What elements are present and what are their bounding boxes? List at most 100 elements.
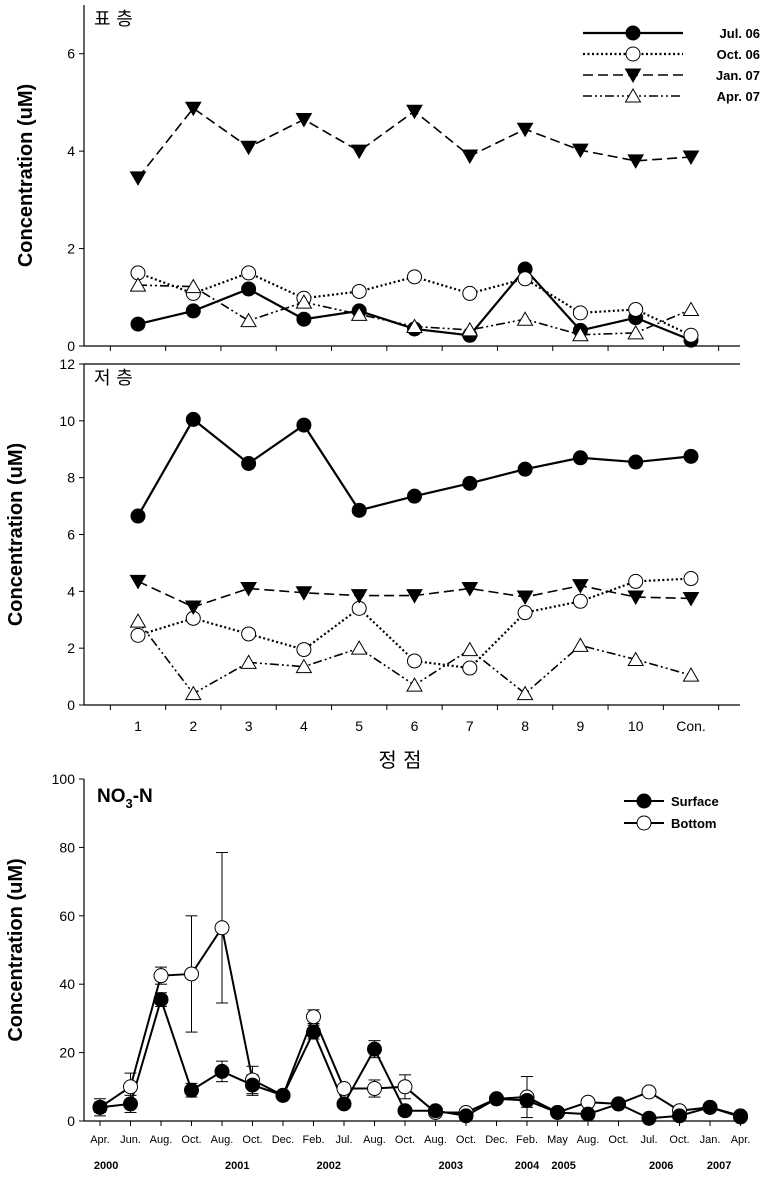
panel-title-main: NO bbox=[97, 786, 126, 807]
legend-marker bbox=[636, 793, 652, 809]
data-point bbox=[240, 654, 257, 669]
data-point bbox=[296, 417, 312, 433]
data-point bbox=[572, 143, 589, 159]
data-point bbox=[92, 1099, 108, 1115]
data-point bbox=[336, 1081, 352, 1097]
data-point bbox=[682, 667, 700, 682]
x-tick-label: Oct. bbox=[608, 1134, 628, 1146]
data-point bbox=[516, 685, 534, 701]
x-tick-label: Oct. bbox=[669, 1134, 689, 1146]
data-point bbox=[184, 966, 199, 982]
data-point bbox=[184, 1082, 199, 1098]
x-tick-label: Aug. bbox=[363, 1134, 386, 1146]
data-point bbox=[240, 312, 257, 328]
legend-marker bbox=[636, 815, 652, 831]
data-point bbox=[241, 626, 257, 642]
year-label: 2003 bbox=[439, 1160, 463, 1172]
y-axis-label: Concentration (uM) bbox=[5, 858, 27, 1041]
data-point bbox=[241, 455, 257, 471]
x-tick-label: Jul. bbox=[640, 1134, 657, 1146]
data-point bbox=[461, 321, 479, 337]
data-point bbox=[516, 122, 534, 138]
data-point bbox=[461, 641, 479, 657]
year-label: 2001 bbox=[225, 1160, 249, 1172]
data-point bbox=[406, 104, 423, 120]
data-point bbox=[611, 1096, 626, 1112]
x-tick-label: Jan. bbox=[700, 1134, 721, 1146]
data-point bbox=[367, 1081, 382, 1097]
x-tick-label: Aug. bbox=[577, 1134, 600, 1146]
data-point bbox=[184, 278, 202, 294]
data-point bbox=[641, 1084, 657, 1100]
data-point bbox=[240, 581, 257, 597]
data-point bbox=[683, 571, 699, 587]
x-tick-label: 5 bbox=[355, 718, 363, 734]
x-tick-label: Oct. bbox=[395, 1134, 415, 1146]
y-tick-label: 20 bbox=[59, 1045, 75, 1061]
y-axis-label: Concentration (uM) bbox=[5, 443, 27, 626]
data-point bbox=[682, 150, 700, 165]
legend-marker bbox=[625, 46, 641, 62]
legend-label: Surface bbox=[671, 794, 719, 809]
year-label: 2000 bbox=[94, 1160, 118, 1172]
legend-label: Apr. 07 bbox=[717, 89, 760, 104]
data-point bbox=[462, 475, 478, 491]
x-tick-label: Oct. bbox=[456, 1134, 476, 1146]
data-point bbox=[185, 411, 201, 427]
data-point bbox=[572, 579, 589, 594]
data-point bbox=[306, 1009, 321, 1025]
data-point bbox=[129, 613, 147, 628]
data-point bbox=[214, 1063, 230, 1079]
legend-label: Oct. 06 bbox=[717, 47, 760, 62]
panel-title: 저 층 bbox=[94, 368, 133, 389]
y-tick-label: 0 bbox=[67, 1113, 75, 1129]
data-point bbox=[683, 448, 699, 464]
y-tick-label: 40 bbox=[59, 976, 75, 992]
data-point bbox=[184, 101, 202, 117]
y-axis-label: Concentration (uM) bbox=[15, 84, 37, 267]
data-point bbox=[628, 454, 644, 470]
legend-marker bbox=[624, 68, 642, 84]
data-point bbox=[407, 653, 422, 669]
x-tick-label: Apr. bbox=[90, 1134, 110, 1146]
data-point bbox=[123, 1079, 138, 1095]
data-point bbox=[184, 685, 202, 701]
data-point bbox=[351, 283, 367, 299]
data-point bbox=[296, 642, 312, 658]
series-line bbox=[99, 996, 741, 1120]
data-point bbox=[406, 318, 423, 334]
data-point bbox=[462, 285, 478, 301]
x-tick-label: 6 bbox=[411, 718, 419, 734]
data-point bbox=[580, 1106, 596, 1122]
data-point bbox=[350, 640, 368, 655]
x-tick-label: Aug. bbox=[211, 1134, 234, 1146]
legend-marker bbox=[624, 87, 642, 103]
data-point bbox=[295, 586, 313, 601]
legend-label: Jul. 06 bbox=[720, 26, 760, 41]
data-point bbox=[153, 968, 169, 984]
data-point bbox=[245, 1077, 260, 1093]
data-point bbox=[517, 271, 533, 287]
data-point bbox=[295, 112, 313, 128]
data-point bbox=[123, 1096, 138, 1112]
y-tick-label: 12 bbox=[59, 356, 75, 372]
data-point bbox=[733, 1109, 748, 1125]
data-point bbox=[516, 311, 534, 326]
data-point bbox=[350, 306, 368, 321]
data-point bbox=[682, 591, 700, 607]
y-tick-label: 0 bbox=[67, 697, 75, 713]
x-tick-label: 2 bbox=[189, 718, 197, 734]
x-tick-label: 4 bbox=[300, 718, 308, 734]
data-point bbox=[572, 326, 589, 342]
data-point bbox=[682, 301, 700, 316]
series-line bbox=[137, 577, 692, 670]
panel-title-sub: 3 bbox=[126, 796, 133, 811]
y-tick-label: 8 bbox=[67, 470, 75, 486]
data-point bbox=[241, 265, 257, 281]
x-tick-label: 10 bbox=[628, 718, 644, 734]
data-point bbox=[572, 593, 588, 609]
y-tick-label: 6 bbox=[67, 527, 75, 543]
x-tick-label: Dec. bbox=[485, 1134, 508, 1146]
